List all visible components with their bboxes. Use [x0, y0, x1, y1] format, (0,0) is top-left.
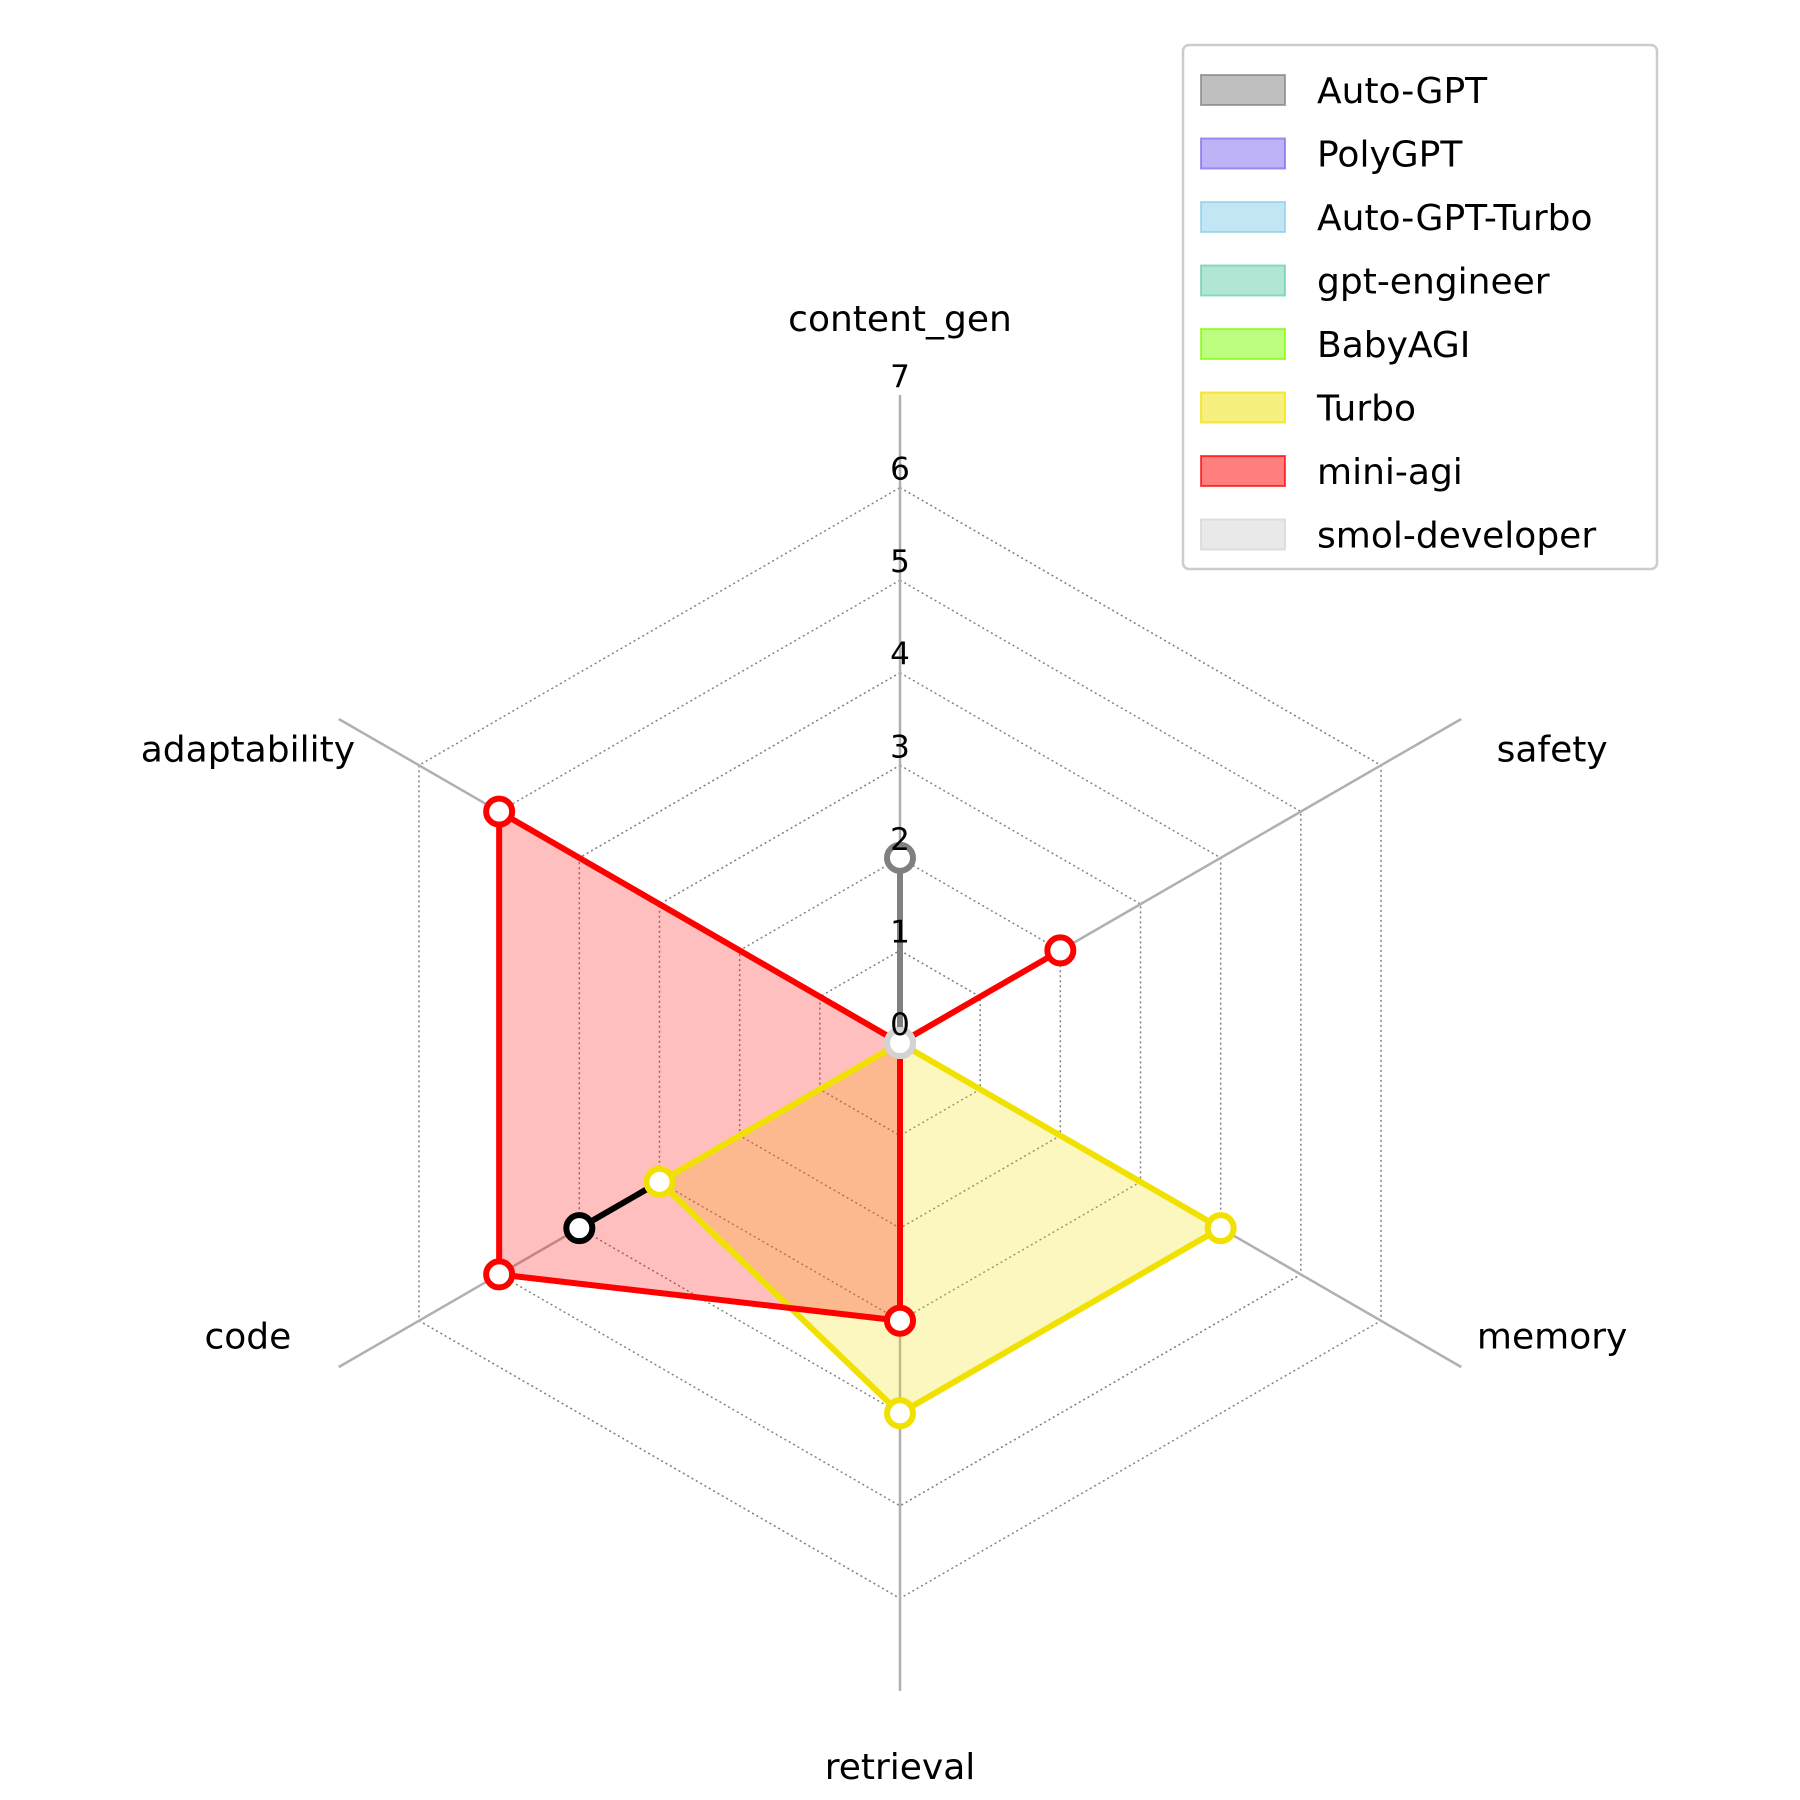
legend-swatch-gpt-engineer: [1200, 264, 1286, 297]
legend: Auto-GPT PolyGPT Auto-GPT-Turbo gpt-enginee…: [1181, 43, 1659, 571]
legend-swatch-PolyGPT: [1200, 137, 1286, 170]
legend-frame: [1181, 43, 1659, 571]
legend-label-Turbo: Turbo: [1316, 389, 1416, 430]
point-mini-agi-code: [483, 1258, 516, 1291]
point-mini-agi-adaptability: [483, 795, 516, 828]
tick-label-2: 2: [890, 822, 910, 858]
legend-swatch-Turbo: [1200, 391, 1286, 424]
tick-label-1: 1: [890, 914, 910, 950]
point-Turbo-retrieval: [884, 1397, 916, 1430]
axis-label-content_gen: content_gen: [788, 299, 1012, 340]
legend-label-PolyGPT: PolyGPT: [1317, 135, 1463, 176]
point-Turbo-memory: [1204, 1212, 1237, 1245]
legend-swatch-smol-developer: [1200, 518, 1286, 551]
legend-swatch-Auto-GPT: [1200, 74, 1286, 106]
tick-layer: 0 1 2 3 4 5 6 7: [890, 359, 910, 1043]
tick-label-6: 6: [890, 452, 910, 488]
legend-label-BabyAGI: BabyAGI: [1317, 325, 1470, 366]
tick-label-5: 5: [890, 544, 910, 580]
legend-swatch-mini-agi: [1200, 455, 1286, 487]
legend-swatch-Auto-GPT-Turbo: [1200, 201, 1286, 233]
legend-label-Auto-GPT-Turbo: Auto-GPT-Turbo: [1317, 198, 1593, 239]
point-mini-agi-safety: [1044, 934, 1077, 967]
extra-segment-marker-0: [563, 1212, 596, 1245]
tick-label-4: 4: [890, 637, 910, 673]
legend-label-mini-agi: mini-agi: [1317, 452, 1463, 493]
series-fill-Turbo: [659, 1043, 1221, 1414]
tick-label-3: 3: [890, 729, 910, 765]
axis-label-code: code: [204, 1317, 291, 1358]
legend-label-smol-developer: smol-developer: [1317, 516, 1596, 557]
axis-label-retrieval: retrieval: [825, 1747, 976, 1788]
point-Auto-GPT-content_gen: [884, 841, 916, 874]
legend-label-Auto-GPT: Auto-GPT: [1317, 71, 1488, 112]
axis-label-adaptability: adaptability: [141, 729, 355, 770]
axis-label-safety: safety: [1497, 729, 1608, 770]
tick-label-0: 0: [890, 1007, 910, 1043]
series-layer: [483, 795, 1237, 1430]
point-Turbo-code: [643, 1165, 676, 1198]
point-smol-developer-adaptability: [884, 1027, 916, 1059]
axis-label-memory: memory: [1477, 1317, 1627, 1358]
legend-swatch-BabyAGI: [1200, 328, 1286, 360]
point-mini-agi-retrieval: [884, 1304, 916, 1337]
legend-label-gpt-engineer: gpt-engineer: [1317, 262, 1550, 303]
tick-label-7: 7: [890, 359, 910, 395]
